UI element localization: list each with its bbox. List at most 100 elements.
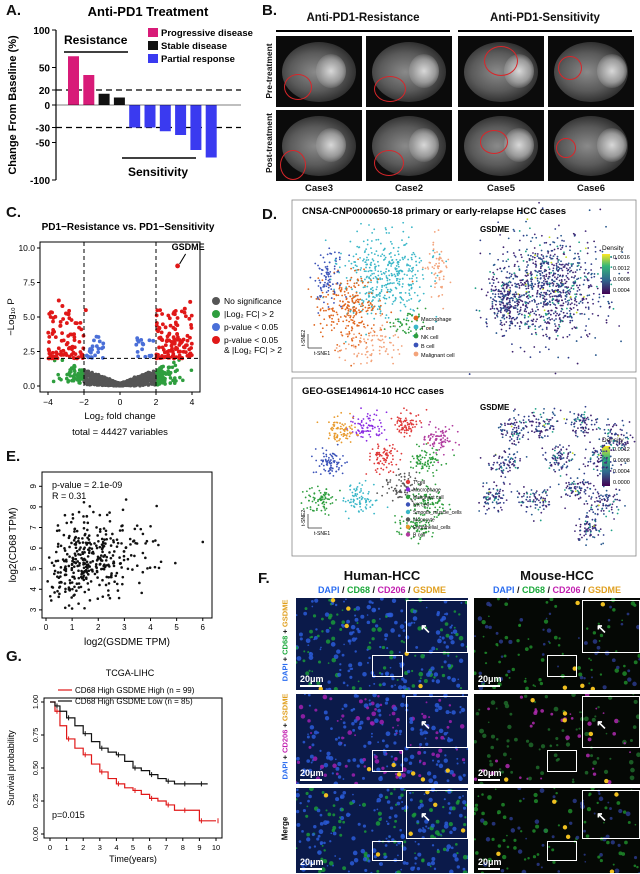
tsne-point — [399, 533, 401, 535]
tsne-density-point — [493, 273, 495, 275]
tsne-point — [365, 334, 367, 336]
tsne-point — [329, 262, 331, 264]
tsne-density-point — [545, 430, 547, 432]
tsne-density-point — [577, 290, 579, 292]
tsne-point — [409, 435, 411, 437]
tsne-point — [331, 470, 333, 472]
tsne-density-point — [499, 464, 501, 466]
tsne-point — [406, 409, 408, 411]
tsne-point — [434, 252, 436, 254]
tsne-point — [416, 264, 418, 266]
tsne-point — [380, 327, 382, 329]
tsne-density-point — [519, 240, 521, 242]
tsne-point — [397, 419, 399, 421]
tsne-point — [425, 462, 427, 464]
tsne-density-point — [542, 255, 544, 257]
tsne-density-point — [527, 264, 529, 266]
tsne-point — [377, 443, 379, 445]
mri-scan-image — [548, 36, 634, 107]
tsne-density-point — [536, 306, 538, 308]
tsne-point — [416, 471, 418, 473]
tsne-density-point — [527, 287, 529, 289]
tsne-point — [378, 428, 380, 430]
data-point — [86, 378, 90, 382]
tsne-point — [356, 493, 358, 495]
tsne-point — [376, 335, 378, 337]
tsne-density-point — [524, 315, 526, 317]
data-point — [188, 352, 192, 356]
tsne-density-point — [610, 470, 612, 472]
tsne-point — [419, 472, 421, 474]
tsne-density-point — [549, 268, 551, 270]
tsne-density-point — [514, 325, 516, 327]
tsne-density-point — [502, 253, 504, 255]
tsne-density-point — [504, 306, 506, 308]
data-point — [158, 308, 162, 312]
tsne-density-point — [608, 315, 610, 317]
tsne-point — [410, 461, 412, 463]
tsne-point — [362, 436, 364, 438]
tsne-point — [402, 231, 404, 233]
tsne-density-point — [549, 427, 551, 429]
tsne-point — [326, 266, 328, 268]
data-point — [190, 368, 194, 372]
case-label: Case3 — [276, 183, 362, 194]
tsne-density-point — [500, 291, 502, 293]
tsne-density-point — [591, 277, 593, 279]
tsne-density-point — [509, 311, 511, 313]
tsne-point — [406, 430, 408, 432]
tsne-density-point — [590, 263, 592, 265]
tsne-point — [390, 479, 392, 481]
x-tick-label: −4 — [43, 397, 53, 407]
tsne-density-point — [596, 286, 598, 288]
tsne-density-point — [548, 467, 550, 469]
tsne-density-point — [508, 266, 510, 268]
tsne-point — [446, 440, 448, 442]
data-point — [149, 378, 153, 382]
tsne-density-point — [595, 354, 597, 356]
tsne-point — [380, 305, 382, 307]
tsne-density-point — [593, 276, 595, 278]
tsne-point — [355, 347, 357, 349]
tsne-point — [380, 460, 382, 462]
tsne-density-point — [549, 282, 551, 284]
tsne-point — [408, 472, 410, 474]
tsne-density-point — [541, 235, 543, 237]
tsne-point — [361, 498, 363, 500]
tsne-point — [442, 308, 444, 310]
tsne-density-point — [553, 272, 555, 274]
data-point — [99, 377, 103, 381]
tsne-density-point — [538, 314, 540, 316]
data-point — [139, 338, 143, 342]
tsne-point — [367, 339, 369, 341]
lesion-outline — [374, 76, 406, 102]
tsne-density-point — [606, 460, 608, 462]
tsne-point — [403, 304, 405, 306]
tsne-density-point — [542, 207, 544, 209]
bar — [99, 94, 110, 105]
tsne-point — [331, 321, 333, 323]
data-point — [160, 366, 164, 370]
data-point — [58, 377, 62, 381]
data-point — [174, 346, 178, 350]
tsne-density-point — [502, 295, 504, 297]
tsne-point — [402, 483, 404, 485]
tsne-point — [386, 232, 388, 234]
tsne-point — [400, 412, 402, 414]
tsne-density-point — [585, 428, 587, 430]
tsne-density-point — [555, 315, 557, 317]
tsne-point — [438, 272, 440, 274]
tsne-density-point — [586, 278, 588, 280]
tsne-point — [370, 247, 372, 249]
tsne-point — [385, 350, 387, 352]
tsne-density-point — [518, 501, 520, 503]
data-point — [57, 346, 61, 350]
tsne-density-point — [525, 285, 527, 287]
tsne-density-point — [577, 436, 579, 438]
tsne-point — [324, 261, 326, 263]
tsne-point — [324, 282, 326, 284]
y-tick-label: 100 — [33, 26, 50, 37]
tsne-point — [421, 450, 423, 452]
tsne-point — [323, 498, 325, 500]
tsne-point — [396, 278, 398, 280]
